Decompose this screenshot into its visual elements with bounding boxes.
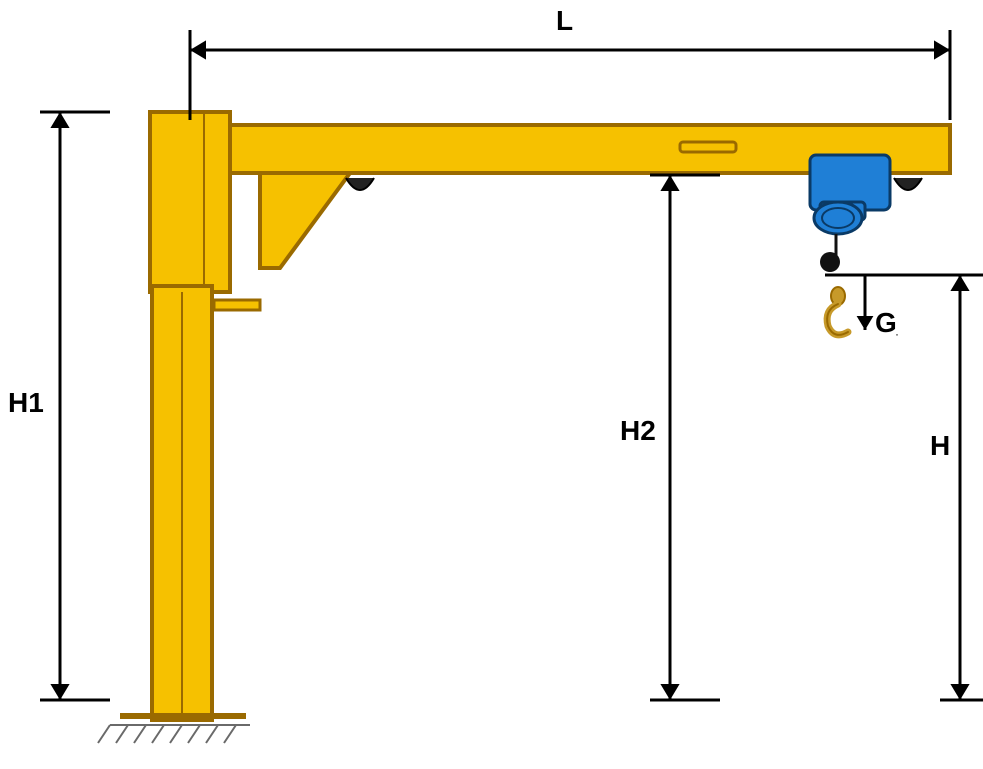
label-L: L <box>556 5 573 36</box>
hoist-assembly <box>810 155 890 272</box>
ground-hatch <box>98 725 250 743</box>
load-arrow-G <box>825 275 975 330</box>
hook-icon <box>827 287 848 335</box>
dimension-H2 <box>650 175 720 700</box>
label-H1: H1 <box>8 387 44 418</box>
label-G: G <box>875 307 897 338</box>
label-H: H <box>930 430 950 461</box>
dimension-L <box>190 30 950 120</box>
label-H2: H2 <box>620 415 656 446</box>
label-G-subscript: · <box>895 327 899 341</box>
dimension-H1 <box>40 112 110 700</box>
dimension-H <box>940 275 983 700</box>
